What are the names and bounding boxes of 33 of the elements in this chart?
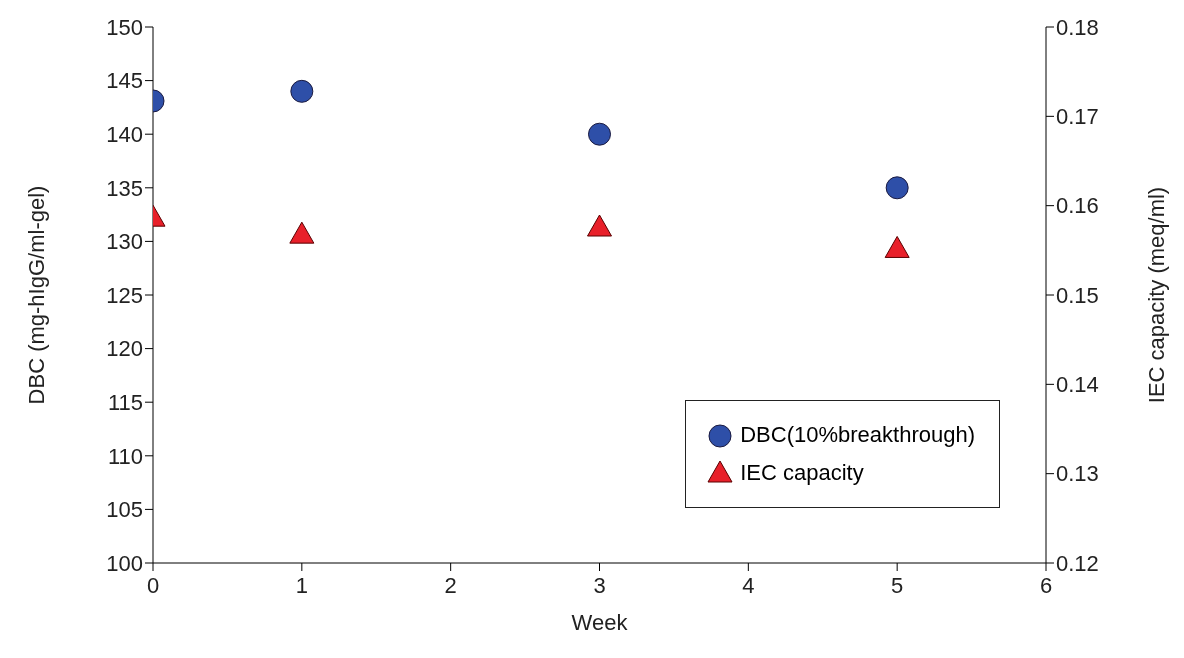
x-tick-label: 6 [1039, 572, 1053, 598]
point [290, 79, 314, 103]
y-tick-label: 145 [106, 68, 143, 94]
y2-tick-label: 0.18 [1056, 14, 1099, 40]
y-tick-label: 135 [106, 175, 143, 201]
y2-tick-label: 0.13 [1056, 461, 1099, 487]
x-tick-label: 1 [295, 572, 308, 598]
x-tick-label: 5 [891, 572, 904, 598]
y-tick-label: 150 [106, 14, 143, 40]
point [588, 122, 611, 146]
y2-tick-label: 0.12 [1056, 550, 1099, 576]
y-tick-label: 140 [106, 122, 143, 148]
x-tick-label: 3 [593, 572, 606, 598]
y-tick-label: 115 [107, 390, 143, 416]
y2-tick-label: 0.14 [1056, 372, 1099, 398]
y-axis-title: DBC (mg-hIgG/ml-gel) [23, 185, 49, 405]
legend-label: IEC capacity [740, 460, 864, 486]
y-tick-label: 125 [106, 282, 143, 308]
x-tick-label: 0 [146, 572, 160, 598]
y2-tick-label: 0.17 [1056, 104, 1099, 130]
y2-tick-label: 0.16 [1056, 193, 1099, 219]
y-tick-label: 130 [106, 229, 143, 255]
y-tick-label: 100 [106, 550, 143, 576]
x-tick-label: 2 [444, 572, 457, 598]
y-tick-label: 110 [107, 443, 143, 469]
y2-axis-title: IEC capacity (meq/ml) [1143, 186, 1169, 404]
y-tick-label: 120 [106, 336, 143, 362]
y-tick-label: 105 [106, 497, 143, 523]
x-tick-label: 4 [742, 572, 755, 598]
point [885, 176, 909, 200]
x-axis-title: Week [571, 610, 629, 635]
legend-label: DBC(10%breakthrough) [740, 422, 975, 448]
y2-tick-label: 0.15 [1056, 282, 1099, 308]
